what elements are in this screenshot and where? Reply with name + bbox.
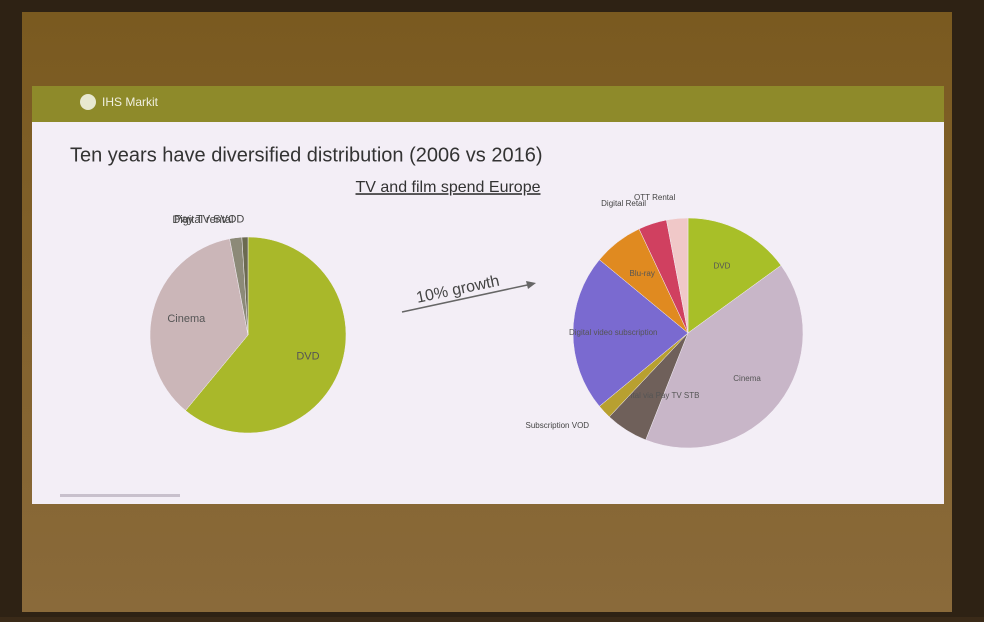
slice-label: Pay TV SVOD bbox=[174, 213, 244, 225]
slice-label: OTT Rental bbox=[634, 193, 675, 202]
logo-text: IHS Markit bbox=[102, 95, 159, 109]
photo: IHS Markit Ten years have diversified di… bbox=[0, 0, 984, 617]
slice-label: Digital video subscription bbox=[569, 328, 658, 337]
slice-label: DVD bbox=[713, 262, 730, 271]
page: IHS Markit Ten years have diversified di… bbox=[0, 0, 984, 617]
slice-label: Cinema bbox=[167, 313, 206, 325]
slide-title: Ten years have diversified distribution … bbox=[70, 144, 542, 166]
logo-icon bbox=[80, 94, 96, 110]
footer-text bbox=[60, 494, 180, 497]
slide-header bbox=[32, 86, 944, 122]
slice-label: Cinema bbox=[733, 374, 761, 383]
slice-label: Subscription VOD bbox=[525, 421, 589, 430]
slide-subtitle: TV and film spend Europe bbox=[356, 179, 541, 196]
slice-label: Blu-ray bbox=[630, 269, 655, 278]
slice-label: DVD bbox=[296, 350, 319, 362]
